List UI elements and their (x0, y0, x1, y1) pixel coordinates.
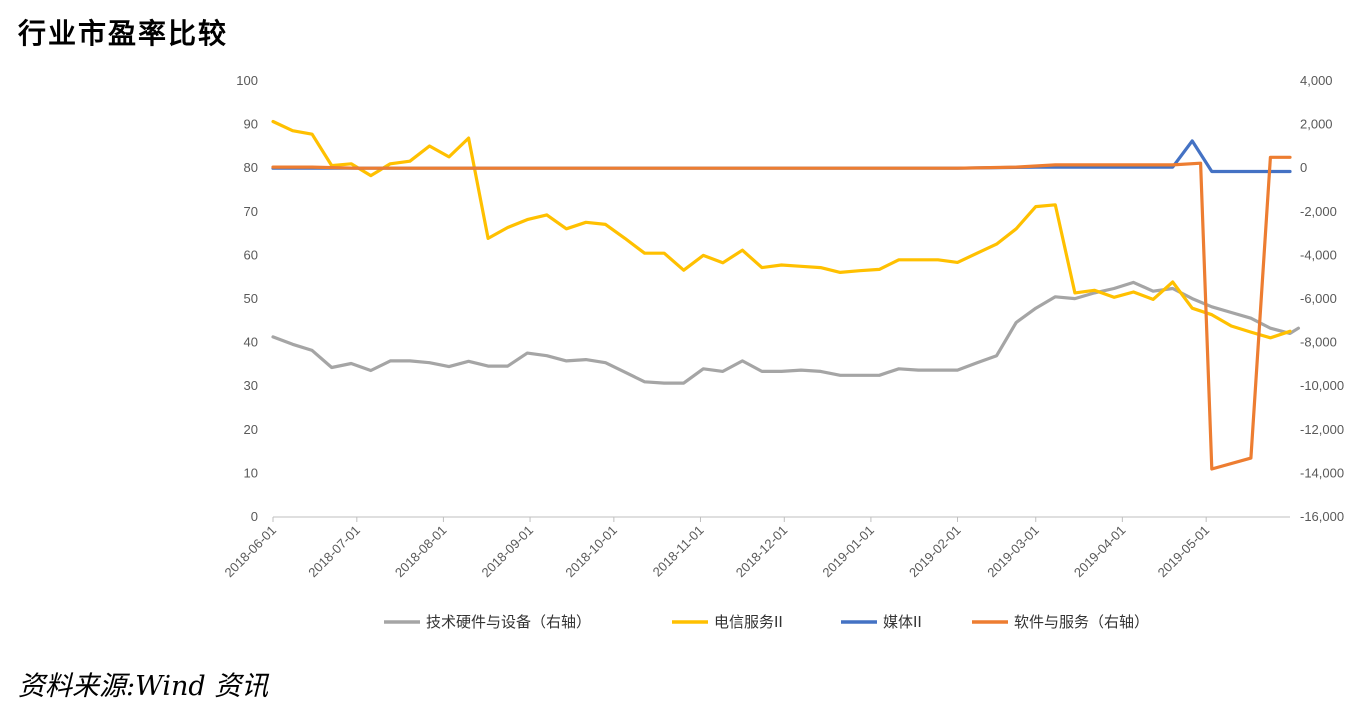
legend-label-3: 软件与服务（右轴） (1014, 613, 1149, 631)
y-left-tick-label: 90 (244, 117, 258, 132)
y-left-tick-label: 10 (244, 465, 258, 480)
chart-axes: 2018-06-01 2018-07-01 2018-08-01 2018-09-01… (221, 73, 1344, 580)
y-left-tick-label: 70 (244, 204, 258, 219)
series-line-0 (271, 280, 1301, 385)
chart-legend: 技术硬件与设备（右轴） 电信服务II 媒体II 软件与服务（右轴） (384, 613, 1149, 631)
series-line-3 (271, 155, 1292, 471)
x-tick-label: 2019-05-01 (1155, 523, 1213, 581)
y-left-tick-label: 50 (244, 291, 258, 306)
y-left-tick-label: 80 (244, 160, 258, 175)
y-left-tick-label: 20 (244, 422, 258, 437)
x-tick-label: 2019-02-01 (906, 523, 964, 581)
y-right-tick-label: 4,000 (1300, 73, 1333, 88)
x-tick-label: 2018-07-01 (305, 523, 363, 581)
y-right-tick-label: -8,000 (1300, 335, 1337, 350)
x-tick-label: 2019-01-01 (819, 523, 877, 581)
y-right-tick-label: 0 (1300, 160, 1307, 175)
y-right-tick-label: -4,000 (1300, 247, 1337, 262)
chart-series-lines (271, 119, 1301, 471)
y-right-tick-label: -12,000 (1300, 422, 1344, 437)
y-left-tick-label: 40 (244, 335, 258, 350)
legend-label-2: 媒体II (883, 613, 922, 631)
y-right-tick-label: -10,000 (1300, 378, 1344, 393)
y-left-tick-label: 30 (244, 378, 258, 393)
series-line-1 (271, 119, 1292, 340)
x-tick-label: 2018-10-01 (562, 523, 620, 581)
x-tick-label: 2018-08-01 (392, 523, 450, 581)
x-tick-label: 2018-06-01 (221, 523, 279, 581)
y-left-tick-label: 100 (236, 73, 258, 88)
y-left-tick-label: 0 (251, 509, 258, 524)
y-right-tick-label: -2,000 (1300, 204, 1337, 219)
y-left-tick-label: 60 (244, 247, 258, 262)
x-tick-label: 2019-04-01 (1071, 523, 1129, 581)
y-right-tick-label: -6,000 (1300, 291, 1337, 306)
legend-label-1: 电信服务II (714, 613, 783, 631)
x-tick-label: 2018-11-01 (650, 523, 707, 580)
x-tick-label: 2018-12-01 (733, 523, 791, 581)
legend-label-0: 技术硬件与设备（右轴） (426, 613, 591, 631)
x-tick-label: 2019-03-01 (984, 523, 1042, 581)
y-right-tick-label: 2,000 (1300, 117, 1333, 132)
y-right-tick-label: -14,000 (1300, 465, 1344, 480)
page-title: 行业市盈率比较 (18, 17, 229, 50)
source-note: 资料来源:Wind 资讯 (18, 671, 269, 702)
x-tick-label: 2018-09-01 (479, 523, 537, 581)
y-right-tick-label: -16,000 (1300, 509, 1344, 524)
